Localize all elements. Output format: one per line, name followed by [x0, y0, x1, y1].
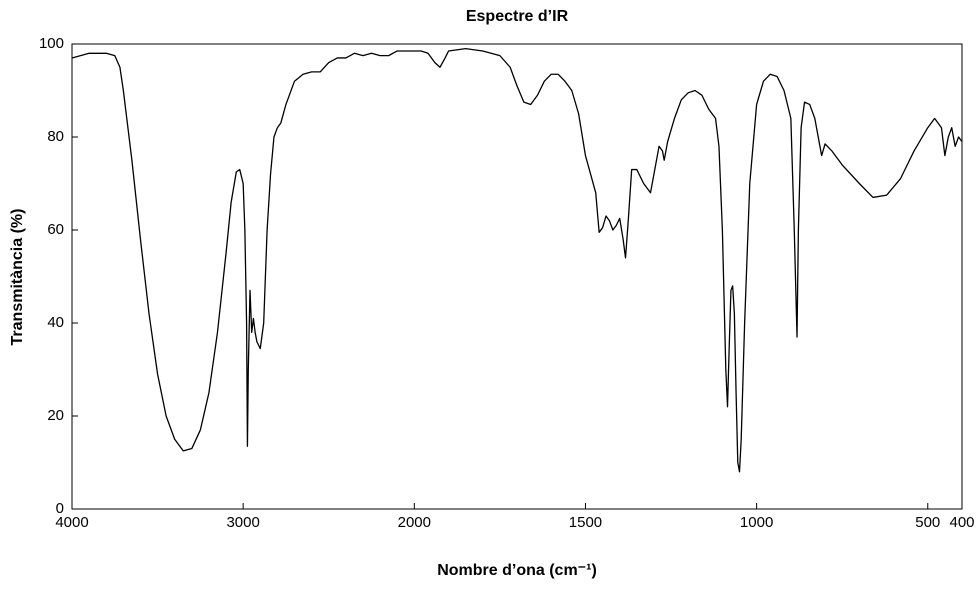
- y-tick-label: 80: [47, 128, 64, 145]
- y-tick-label: 0: [56, 500, 64, 517]
- y-tick-label: 20: [47, 407, 64, 424]
- x-tick-label: 400: [949, 514, 974, 531]
- y-tick-label: 100: [39, 35, 64, 52]
- x-tick-label: 1500: [569, 514, 602, 531]
- chart-title: Espectre d’IR: [466, 8, 569, 25]
- x-tick-label: 4000: [55, 514, 88, 531]
- x-tick-label: 3000: [226, 514, 259, 531]
- y-tick-label: 40: [47, 314, 64, 331]
- x-tick-label: 1000: [740, 514, 773, 531]
- x-axis-label: Nombre d’ona (cm⁻¹): [437, 562, 597, 579]
- x-tick-label: 2000: [398, 514, 431, 531]
- spectrum-line: [71, 48, 963, 473]
- x-tick-label: 500: [915, 514, 940, 531]
- y-tick-label: 60: [47, 221, 64, 238]
- y-axis-label: Transmitància (%): [9, 209, 26, 346]
- plot-frame: [71, 43, 963, 510]
